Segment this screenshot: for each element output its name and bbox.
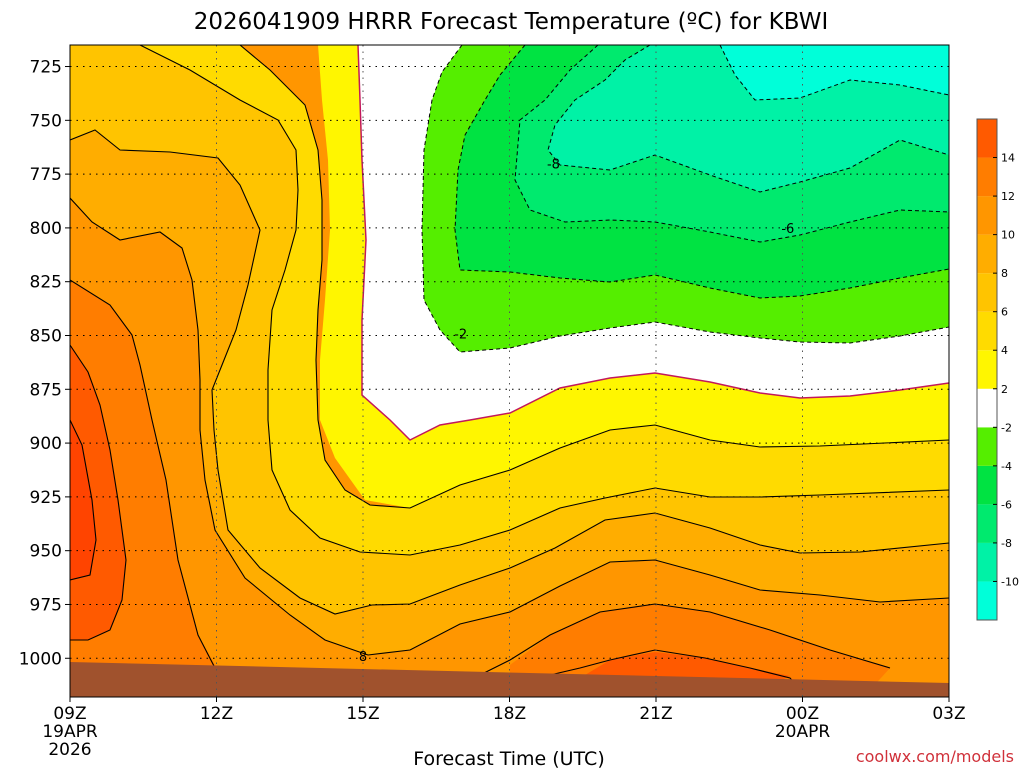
colorbar-label: 4	[1001, 344, 1008, 357]
fill-layer-4	[140, 45, 949, 555]
colorbar-swatch	[977, 196, 997, 235]
colorbar-label: 12	[1001, 190, 1015, 203]
contour-zero	[357, 45, 949, 441]
colorbar-label: 6	[1001, 306, 1008, 319]
contour-negative	[421, 45, 949, 353]
fill-layer-8	[70, 130, 949, 697]
fill-layer-6	[70, 45, 949, 614]
y-axis: 725 750 775 800 825 850 875 900 925 950 975 1000	[19, 58, 70, 669]
y-tick-label: 925	[30, 488, 62, 508]
chart-title: 2026041909 HRRR Forecast Temperature (ºC…	[194, 9, 829, 35]
x-tick-year: 2026	[48, 740, 91, 760]
y-tick-label: 825	[30, 273, 62, 293]
plot-area: -8 -6 -2 8	[70, 45, 949, 697]
y-tick-label: 800	[30, 219, 62, 239]
colorbar-label: -4	[1001, 460, 1012, 473]
colorbar-label: -8	[1001, 537, 1012, 550]
x-tick-label: 00Z	[786, 704, 819, 724]
y-tick-label: 975	[30, 595, 62, 615]
x-tick-label: 03Z	[932, 704, 965, 724]
colorbar-swatch	[977, 157, 997, 197]
fill-layer-16b	[70, 420, 96, 580]
x-tick-label: 18Z	[493, 704, 526, 724]
credit-text: coolwx.com/models	[856, 747, 1014, 766]
contour-label: -6	[781, 222, 794, 237]
colorbar-swatch	[977, 504, 997, 543]
colorbar-swatch	[977, 273, 997, 312]
terrain-surface	[70, 662, 949, 697]
colorbar-swatch	[977, 388, 997, 428]
y-tick-label: 850	[30, 326, 62, 346]
x-axis-title: Forecast Time (UTC)	[413, 748, 604, 768]
colorbar-swatch	[977, 427, 997, 466]
x-tick-date: 20APR	[775, 722, 831, 742]
colorbar: -10 -8 -6 -4 -2 2 4 6 8 10 12 14	[976, 118, 1019, 621]
colorbar-swatch	[977, 350, 997, 389]
contour-m6	[514, 45, 949, 243]
y-tick-label: 775	[30, 165, 62, 185]
colorbar-label: -10	[1001, 575, 1019, 588]
y-tick-label: 875	[30, 380, 62, 400]
contour-label: -2	[454, 327, 467, 342]
y-tick-label: 725	[30, 58, 62, 78]
contour-m4	[454, 45, 949, 299]
contour-8	[70, 129, 949, 615]
contour-m8	[547, 45, 949, 193]
colorbar-swatch	[977, 542, 997, 582]
colorbar-swatch	[977, 234, 997, 274]
fill-layer-m8	[548, 45, 949, 192]
grid-lines	[70, 45, 949, 697]
colorbar-label: 8	[1001, 267, 1008, 280]
contour-14-right	[549, 649, 801, 691]
contour-0	[357, 45, 949, 441]
contour-labels: -8 -6 -2 8	[359, 157, 794, 665]
contour-label: 8	[359, 650, 367, 665]
x-tick-label: 12Z	[200, 704, 233, 724]
y-tick-label: 900	[30, 434, 62, 454]
x-tick-date: 19APR	[42, 722, 98, 742]
colorbar-swatch	[977, 119, 997, 158]
colorbar-frame	[976, 118, 998, 621]
y-tick-label: 950	[30, 542, 62, 562]
contour-m2	[421, 45, 949, 353]
x-tick-label: 21Z	[639, 704, 672, 724]
colorbar-label: -6	[1001, 498, 1012, 511]
x-tick-label: 15Z	[346, 704, 379, 724]
contour-12	[70, 279, 216, 669]
colorbar-label: 14	[1001, 152, 1015, 165]
y-tick-label: 750	[30, 111, 62, 131]
contour-lines	[70, 45, 949, 691]
contour-16	[70, 419, 97, 581]
contour-4	[239, 45, 949, 509]
contour-14	[70, 344, 127, 641]
x-tick-label: 09Z	[53, 704, 86, 724]
fill-layer-m10	[720, 45, 949, 100]
colorbar-label: 10	[1001, 229, 1015, 242]
contour-m10	[719, 45, 949, 101]
y-tick-label: 1000	[19, 649, 62, 669]
contour-10	[70, 197, 949, 656]
contour-6	[139, 45, 949, 556]
colorbar-swatch	[977, 465, 997, 505]
contour-label: -8	[547, 157, 560, 172]
colorbar-swatch	[977, 311, 997, 351]
colorbar-label: 2	[1001, 383, 1008, 396]
colorbar-label: -2	[1001, 421, 1012, 434]
colorbar-swatch	[977, 581, 997, 620]
